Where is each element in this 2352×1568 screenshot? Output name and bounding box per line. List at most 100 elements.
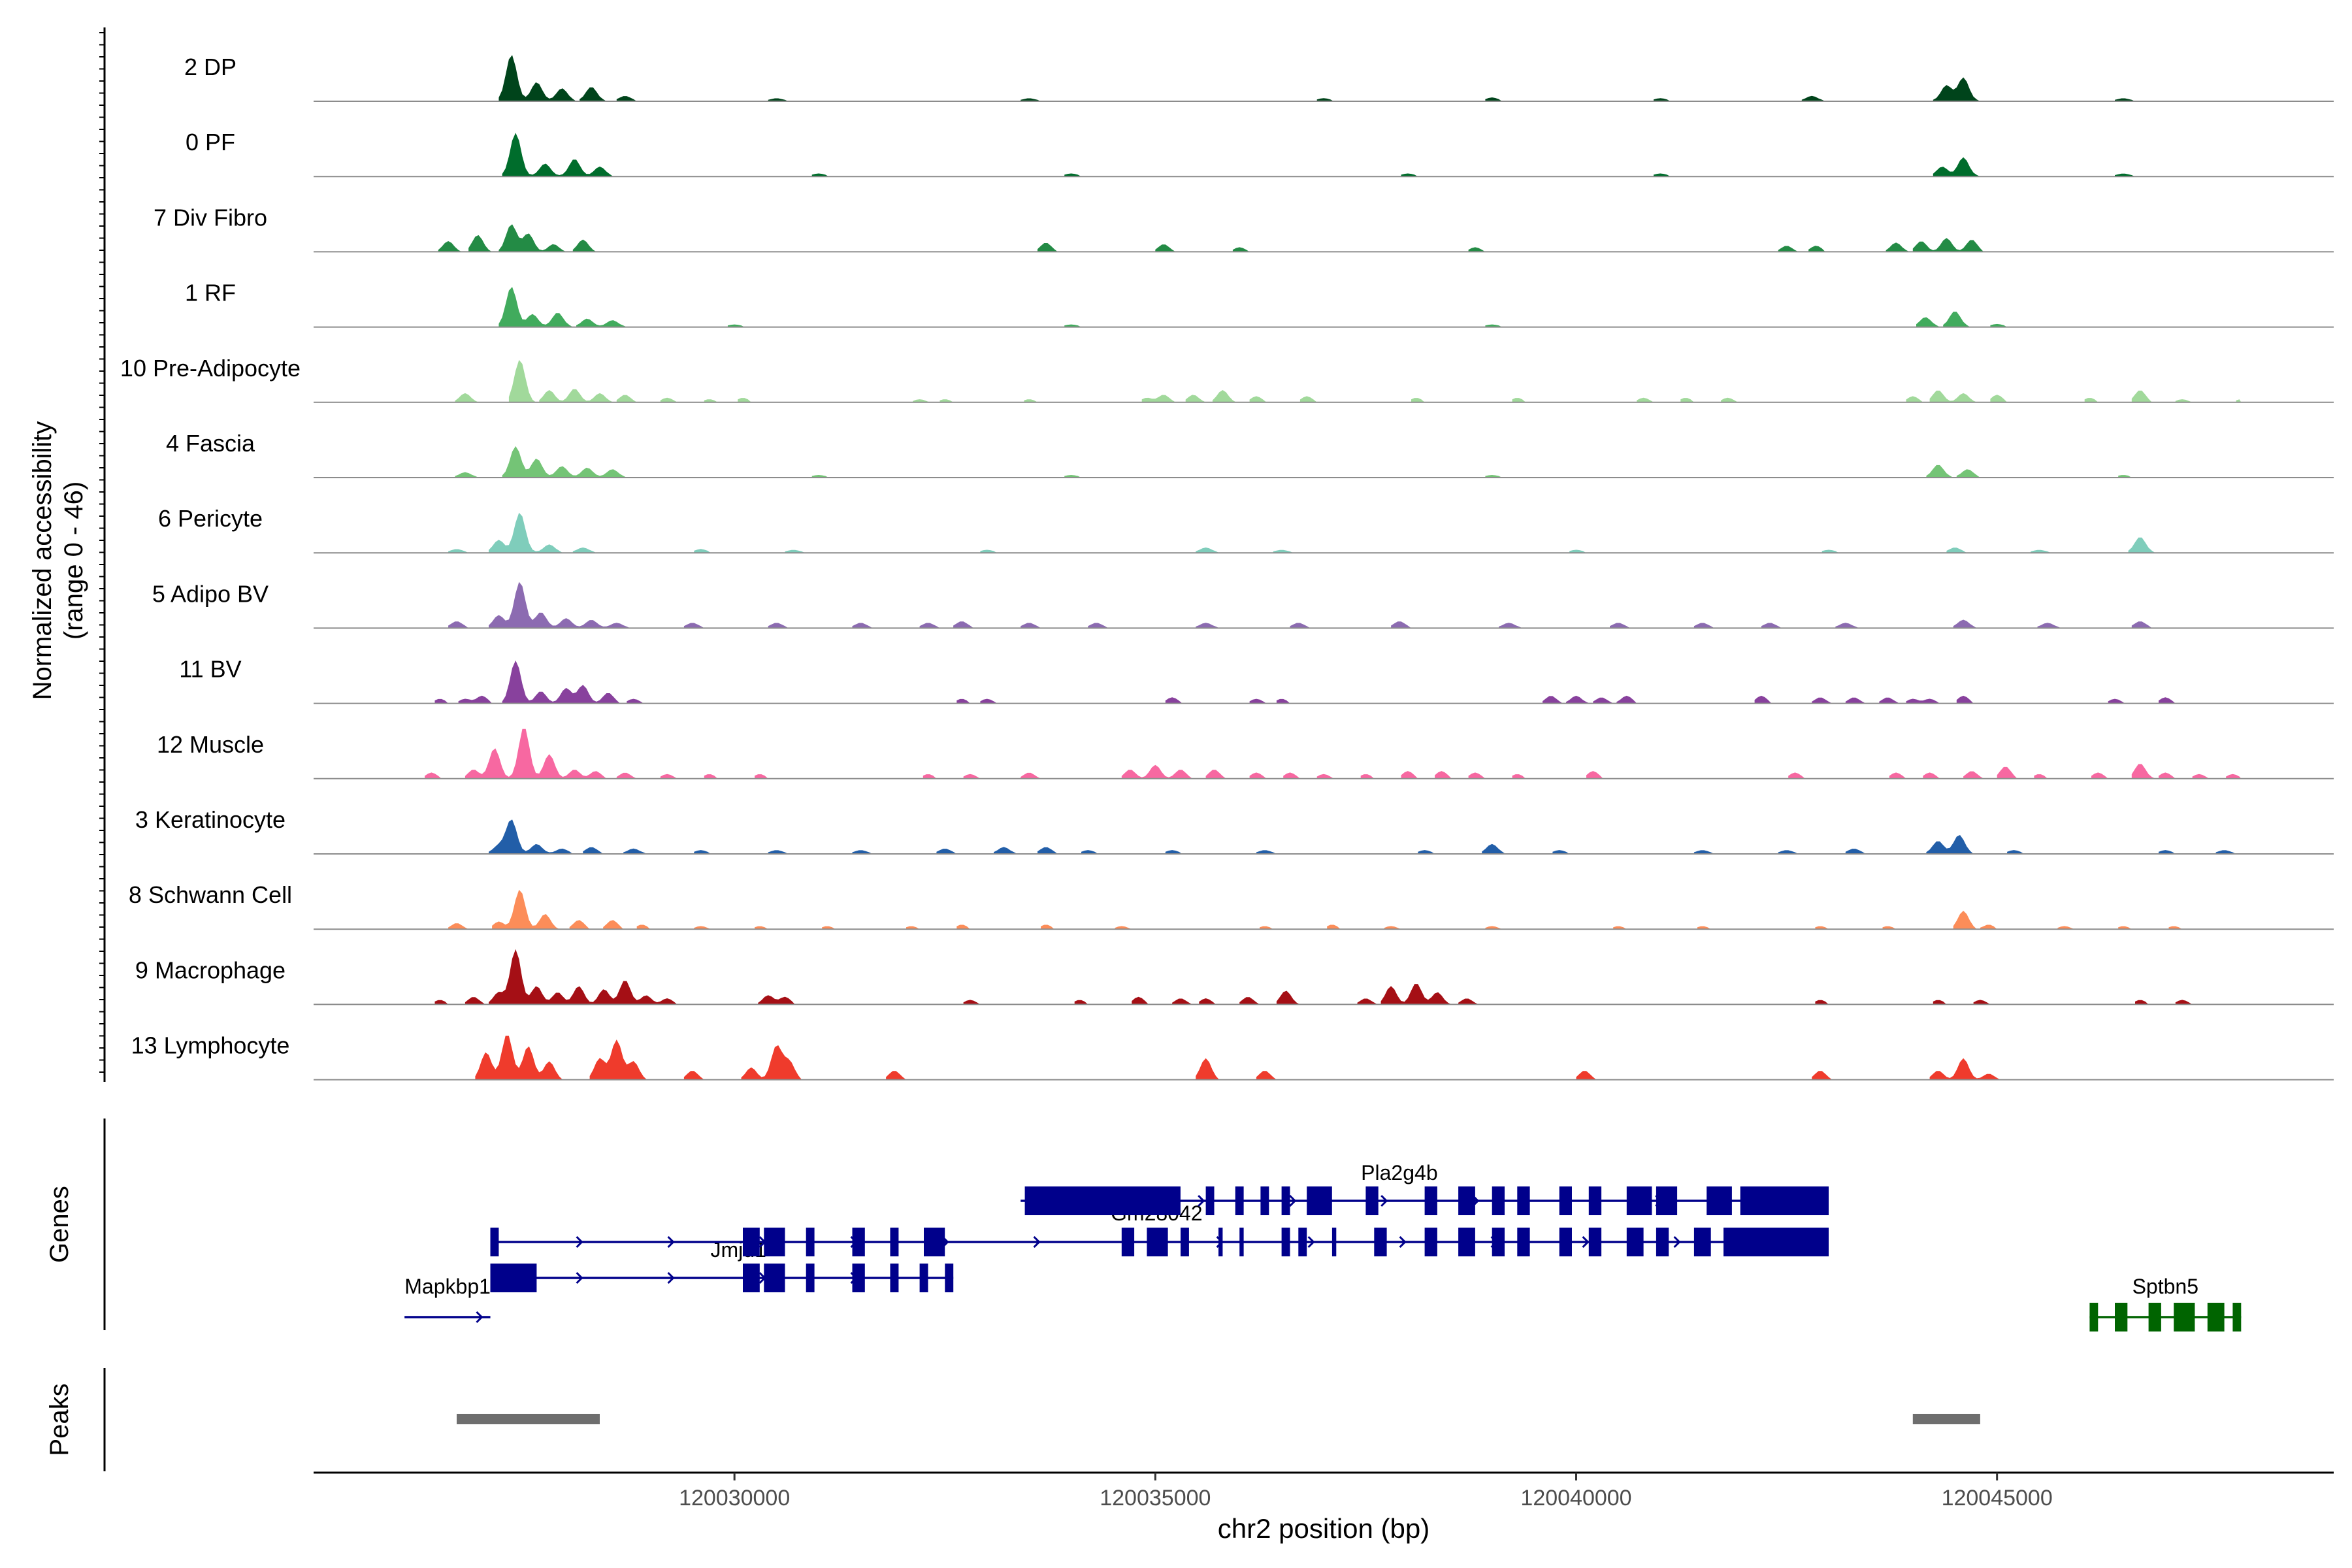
gene-exon [1588, 1186, 1602, 1215]
track-label: 3 Keratinocyte [135, 806, 286, 833]
strand-arrow [667, 1271, 675, 1284]
gene-exon [2174, 1303, 2195, 1331]
coverage-y-axis-ticks [99, 32, 105, 1073]
gene-exon [1517, 1186, 1530, 1215]
gene-models: Mapkbp1Jmjd1Gm28042Pla2g4bSptbn5 [404, 1161, 2242, 1331]
track-coverage-area [455, 446, 2132, 478]
x-axis-tick-label: 120030000 [679, 1486, 790, 1511]
gene-exon [1723, 1228, 1829, 1256]
track-6: 4 Fascia [166, 430, 2334, 478]
genes-panel-label: Genes [45, 1186, 74, 1263]
track-label: 12 Muscle [157, 731, 264, 758]
gene-exon [1205, 1186, 1215, 1215]
track-label: 8 Schwann Cell [129, 881, 292, 908]
y-axis-label-line1: Normalized accessibility [28, 421, 57, 700]
strand-arrow [1380, 1194, 1388, 1207]
gene-exon [2148, 1303, 2161, 1331]
gene-exon [890, 1264, 899, 1292]
gene-exon [1517, 1228, 1530, 1256]
track-label: 5 Adipo BV [152, 580, 269, 607]
coverage-y-axis: Normalized accessibility (range 0 - 46) [28, 27, 106, 1082]
strand-arrow [1673, 1235, 1681, 1249]
gene-exon [806, 1264, 815, 1292]
gene-exon [1281, 1186, 1290, 1215]
gene-exon [1458, 1228, 1475, 1256]
gene-exon [890, 1228, 899, 1256]
gene-exon [1656, 1228, 1669, 1256]
gene-exon [1235, 1186, 1244, 1215]
coverage-tracks: 2 DP 0 PF 7 Div Fibro 1 RF 10 Pre-Adipocyte 4… [120, 54, 2334, 1081]
track-coverage-area [434, 949, 2193, 1005]
gene-exon [1331, 1228, 1337, 1256]
gene-exon [1121, 1228, 1135, 1256]
track-label: 9 Macrophage [135, 956, 286, 983]
gene-exon [1559, 1186, 1572, 1215]
gene-exon [1424, 1228, 1437, 1256]
gene-label: Sptbn5 [2132, 1275, 2198, 1298]
gene-exon [1626, 1186, 1652, 1215]
gene-exon [764, 1264, 785, 1292]
track-10: 12 Muscle [157, 728, 2334, 779]
track-13: 9 Macrophage [135, 949, 2334, 1005]
gene-exon [490, 1264, 537, 1292]
track-label: 2 DP [184, 54, 237, 80]
gene-exon [1458, 1186, 1475, 1215]
gene-exon [1693, 1228, 1711, 1256]
gene-exon [1281, 1228, 1290, 1256]
gene-exon [1239, 1228, 1244, 1256]
track-7: 6 Pericyte [158, 505, 2334, 554]
gene-exon [2115, 1303, 2128, 1331]
gene-exon [1260, 1186, 1269, 1215]
strand-arrow [1582, 1235, 1590, 1249]
track-coverage-area [434, 660, 2176, 704]
gene-exon [743, 1228, 760, 1256]
x-axis-tick-label: 120040000 [1520, 1486, 1631, 1511]
gene-exon [1424, 1186, 1437, 1215]
track-3: 7 Div Fibro [154, 204, 2334, 253]
track-label: 7 Div Fibro [154, 204, 267, 231]
strand-arrow [1198, 1194, 1205, 1207]
peak-region [1912, 1414, 1980, 1424]
track-coverage-area [498, 55, 2136, 101]
track-coverage-area [502, 133, 2135, 177]
x-axis-tick-label: 120045000 [1942, 1486, 2053, 1511]
strand-arrow [576, 1271, 583, 1284]
track-label: 0 PF [186, 129, 235, 155]
gene-exon [743, 1264, 760, 1292]
peak-region [457, 1414, 600, 1424]
genes-panel: Genes Mapkbp1Jmjd1Gm28042Pla2g4bSptbn5 [45, 1119, 2242, 1331]
track-2: 0 PF [186, 129, 2334, 178]
gene-exon [1147, 1228, 1168, 1256]
track-12: 8 Schwann Cell [129, 881, 2334, 930]
gene-label: Mapkbp1 [404, 1275, 491, 1298]
track-11: 3 Keratinocyte [135, 806, 2334, 855]
track-14: 13 Lymphocyte [131, 1032, 2334, 1081]
strand-arrow [1289, 1194, 1297, 1207]
gene-exon [919, 1264, 928, 1292]
peaks-panel-label: Peaks [45, 1383, 74, 1456]
track-label: 6 Pericyte [158, 505, 263, 532]
gene-exon [1559, 1228, 1572, 1256]
gene-exon [806, 1228, 815, 1256]
gene-exon [852, 1264, 865, 1292]
gene-exon [1492, 1228, 1505, 1256]
gene-exon [1298, 1228, 1307, 1256]
gene-exon [1707, 1186, 1732, 1215]
x-axis: 120030000 120035000 120040000 120045000 chr… [314, 1471, 2334, 1544]
gene-exon [1365, 1186, 1379, 1215]
peaks-panel: Peaks [45, 1368, 1980, 1471]
gene-label: Pla2g4b [1361, 1161, 1437, 1184]
peak-regions [457, 1414, 1980, 1424]
gene-exon [945, 1264, 954, 1292]
gene-pla2g4b: Pla2g4b [1021, 1161, 1829, 1215]
track-9: 11 BV [179, 656, 2334, 704]
x-axis-ticks: 120030000 120035000 120040000 120045000 [679, 1473, 2053, 1511]
gene-exon [1374, 1228, 1387, 1256]
track-label: 10 Pre-Adipocyte [120, 355, 301, 382]
track-8: 5 Adipo BV [152, 580, 2334, 629]
gene-exon [2207, 1303, 2225, 1331]
gene-exon [1740, 1186, 1829, 1215]
gene-exon [1492, 1186, 1505, 1215]
